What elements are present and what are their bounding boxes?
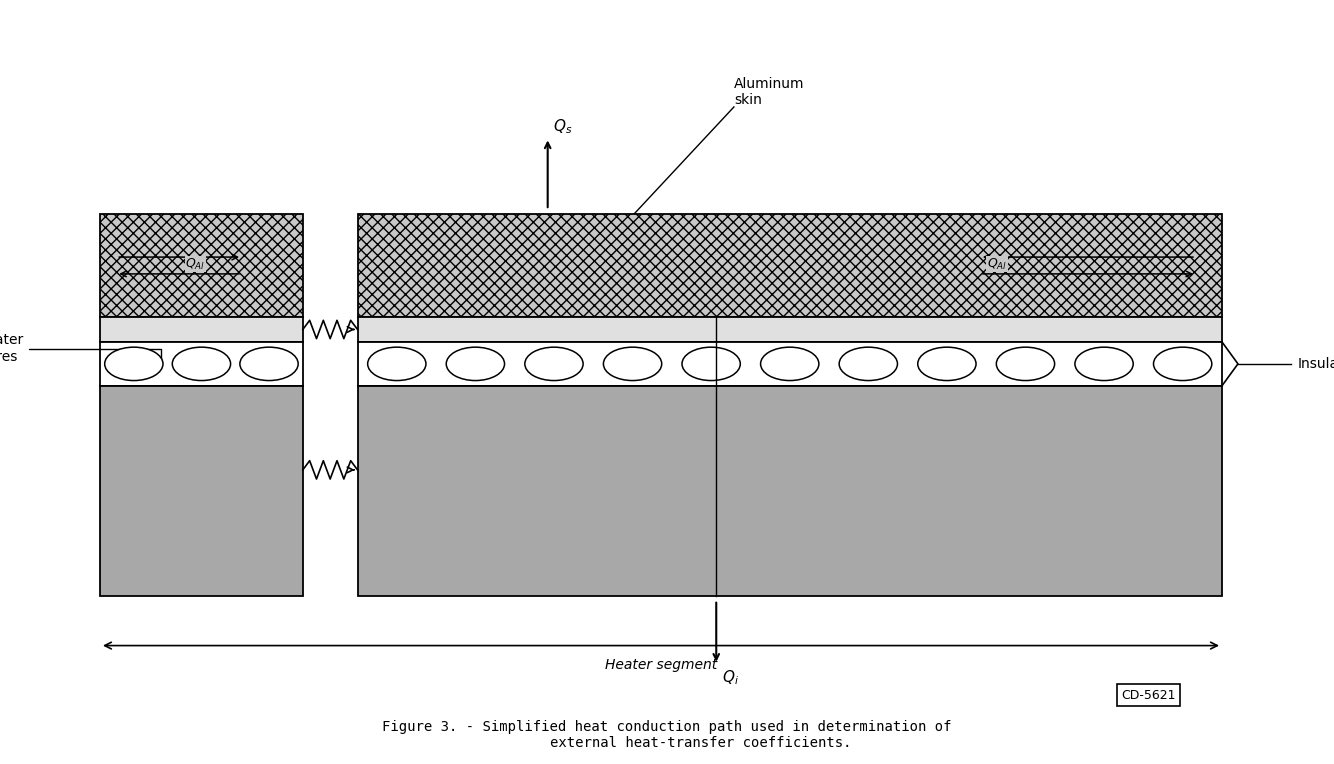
Circle shape [104, 347, 163, 380]
Text: $Q_{Al}$: $Q_{Al}$ [987, 257, 1007, 271]
Circle shape [172, 347, 231, 380]
Text: $Q_s$: $Q_s$ [554, 118, 572, 136]
Circle shape [1154, 347, 1211, 380]
Bar [358, 386, 1222, 596]
Bar [358, 214, 1222, 317]
Text: Heater segment: Heater segment [604, 658, 718, 672]
Text: CD-5621: CD-5621 [1122, 688, 1175, 702]
Bar [100, 342, 303, 386]
Circle shape [240, 347, 299, 380]
Circle shape [760, 347, 819, 380]
Circle shape [996, 347, 1055, 380]
Bar [358, 342, 1222, 386]
Bar [358, 317, 1222, 342]
Text: Figure 3. - Simplified heat conduction path used in determination of
        ext: Figure 3. - Simplified heat conduction p… [383, 720, 951, 750]
Circle shape [918, 347, 976, 380]
Circle shape [368, 347, 426, 380]
Circle shape [447, 347, 504, 380]
Circle shape [682, 347, 740, 380]
Circle shape [1075, 347, 1133, 380]
Bar [100, 317, 303, 342]
Text: $Q_{Al}$: $Q_{Al}$ [185, 257, 205, 271]
Bar [100, 386, 303, 596]
Bar [100, 214, 303, 317]
Text: Heater
wires: Heater wires [0, 333, 161, 364]
Circle shape [839, 347, 898, 380]
Circle shape [603, 347, 662, 380]
Text: Aluminum
skin: Aluminum skin [734, 76, 804, 107]
Circle shape [524, 347, 583, 380]
Text: $Q_i$: $Q_i$ [722, 668, 739, 687]
Text: Insulation: Insulation [1298, 357, 1334, 371]
